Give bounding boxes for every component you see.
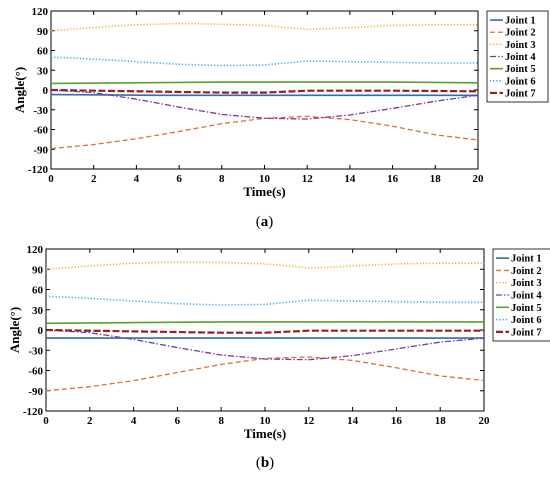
legend-entry: Joint 5 xyxy=(511,303,542,314)
legend-entry: Joint 2 xyxy=(511,266,542,277)
x-tick-label: 0 xyxy=(48,173,54,185)
x-tick-label: 10 xyxy=(259,173,271,185)
y-tick-label: 0 xyxy=(43,85,49,97)
panel-caption: (b) xyxy=(256,455,274,471)
series-line-joint-7 xyxy=(50,88,479,94)
y-tick-label: 30 xyxy=(32,305,44,317)
x-tick-label: 16 xyxy=(387,173,399,185)
series-line-joint-4 xyxy=(45,329,485,361)
legend-entry: Joint 7 xyxy=(505,88,536,99)
x-tick-label: 16 xyxy=(391,415,403,427)
series-line-joint-7 xyxy=(45,328,484,334)
y-tick-label: -30 xyxy=(33,105,48,117)
x-tick-label: 18 xyxy=(430,173,442,185)
y-tick-label: -120 xyxy=(23,406,44,418)
y-tick-label: -120 xyxy=(28,164,49,176)
legend-entry: Joint 3 xyxy=(505,40,536,51)
x-tick-label: 6 xyxy=(176,173,182,185)
x-tick-label: 4 xyxy=(134,173,140,185)
x-tick-label: 6 xyxy=(175,415,181,427)
y-tick-label: 120 xyxy=(27,244,44,256)
series-line-joint-6 xyxy=(45,295,484,306)
x-tick-label: 0 xyxy=(43,415,49,427)
y-tick-label: -90 xyxy=(33,144,48,156)
legend-entry: Joint 2 xyxy=(505,28,536,39)
y-tick-label: 60 xyxy=(37,46,49,58)
legend-entry: Joint 6 xyxy=(505,76,536,87)
legend-entry: Joint 4 xyxy=(505,52,536,63)
series-line-joint-6 xyxy=(50,56,478,67)
x-tick-label: 2 xyxy=(87,415,93,427)
y-tick-label: 60 xyxy=(32,285,44,297)
legend-box xyxy=(486,10,549,103)
series-line-joint-5 xyxy=(45,321,484,325)
x-tick-label: 4 xyxy=(131,415,137,427)
y-tick-label: -60 xyxy=(33,125,48,137)
x-axis-label: Time(s) xyxy=(244,426,286,441)
x-tick-label: 8 xyxy=(219,173,225,185)
y-tick-label: 120 xyxy=(32,6,49,18)
y-tick-label: 90 xyxy=(37,26,49,38)
x-tick-label: 20 xyxy=(473,173,485,185)
legend-entry: Joint 7 xyxy=(511,327,542,338)
legend-entry: Joint 5 xyxy=(505,64,536,75)
legend-entry: Joint 3 xyxy=(511,278,542,289)
legend-entry: Joint 4 xyxy=(511,291,542,302)
x-tick-label: 18 xyxy=(435,415,447,427)
x-tick-label: 14 xyxy=(347,415,359,427)
legend-entry: Joint 1 xyxy=(511,254,542,265)
chart-panel-a: 0 2 4 6 8 10 12 14 16 18 20 120 90 60 30 0 -30 -60 -90 -120… xyxy=(12,6,549,230)
x-tick-label: 2 xyxy=(91,173,97,185)
x-tick-label: 12 xyxy=(303,415,315,427)
x-tick-label: 10 xyxy=(260,415,272,427)
series-line-joint-4 xyxy=(50,89,479,120)
y-tick-label: 30 xyxy=(37,65,49,77)
legend-entry: Joint 6 xyxy=(511,315,542,326)
x-tick-label: 12 xyxy=(302,173,314,185)
y-tick-label: 90 xyxy=(32,264,44,276)
chart-panel-b: 0 2 4 6 8 10 12 14 16 18 20 120 90 60 30 0 -30 -60 -90 -120… xyxy=(7,244,550,471)
legend-box xyxy=(492,248,550,342)
series-line-joint-1 xyxy=(50,93,478,97)
y-axis-label: Angle(°) xyxy=(12,67,27,113)
series-line-joint-5 xyxy=(50,81,479,85)
x-tick-label: 8 xyxy=(218,415,224,427)
legend-entry: Joint 1 xyxy=(505,16,536,27)
y-tick-label: -90 xyxy=(28,386,43,398)
series-line-joint-2 xyxy=(45,356,485,392)
y-tick-label: 0 xyxy=(38,325,44,337)
y-tick-label: -60 xyxy=(28,366,43,378)
x-tick-label: 14 xyxy=(344,173,356,185)
x-tick-label: 20 xyxy=(479,415,491,427)
panel-caption: (a) xyxy=(256,214,274,230)
y-axis-label: Angle(°) xyxy=(7,307,22,353)
y-tick-label: -30 xyxy=(28,345,43,357)
x-axis-label: Time(s) xyxy=(243,184,285,199)
